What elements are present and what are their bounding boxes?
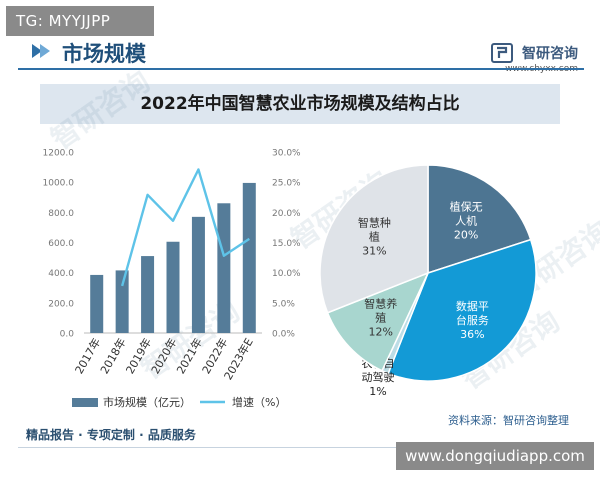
chart-title: 2022年中国智慧农业市场规模及结构占比 bbox=[40, 84, 560, 124]
bar-market-size bbox=[166, 241, 180, 333]
bar-market-size bbox=[90, 274, 104, 333]
pie-category-label: 植保无 bbox=[450, 200, 483, 214]
url-badge: www.dongqiudiapp.com bbox=[396, 442, 594, 470]
y-left-tick-label: 600.0 bbox=[48, 239, 74, 249]
pie-pct-label: 12% bbox=[369, 325, 393, 338]
watermark-text: 智研咨询 bbox=[45, 64, 156, 155]
pie-category-label: 智慧种 bbox=[358, 216, 391, 230]
y-right-tick-label: 10.0% bbox=[272, 269, 301, 279]
y-left-tick-label: 1200.0 bbox=[43, 149, 75, 159]
y-right-tick-label: 20.0% bbox=[272, 209, 301, 219]
tg-badge: TG: MYYJJPP bbox=[6, 6, 154, 36]
y-left-tick-label: 1000.0 bbox=[43, 179, 75, 189]
pie-category-label: 动驾驶 bbox=[362, 370, 395, 384]
legend-label-bar: 市场规模（亿元） bbox=[103, 395, 191, 409]
pie-slice bbox=[326, 271, 430, 372]
y-right-tick-label: 0.0% bbox=[272, 330, 295, 340]
pie-category-label: 人机 bbox=[455, 214, 477, 228]
y-left-tick-label: 0.0 bbox=[60, 330, 75, 340]
y-right-tick-label: 25.0% bbox=[272, 179, 301, 189]
pie-slice bbox=[427, 164, 532, 275]
y-right-tick-label: 30.0% bbox=[272, 149, 301, 159]
section-title: 市场规模 bbox=[62, 42, 146, 66]
pie-category-label: 殖 bbox=[375, 311, 386, 324]
header-divider bbox=[18, 68, 584, 70]
pie-slice bbox=[387, 238, 537, 382]
legend-label-line: 增速（%） bbox=[232, 395, 286, 409]
pie-category-label: 数据平 bbox=[456, 299, 489, 313]
bar-market-size bbox=[115, 270, 129, 333]
bar-market-size bbox=[141, 256, 155, 333]
footer-divider bbox=[18, 447, 584, 448]
brand-logo-icon bbox=[490, 42, 513, 63]
line-growth-rate bbox=[120, 168, 250, 287]
pie-pct-label: 1% bbox=[369, 385, 386, 398]
pie-pct-label: 31% bbox=[362, 245, 386, 258]
brand-name: 智研咨询 bbox=[522, 45, 578, 62]
pie-pct-label: 36% bbox=[460, 328, 484, 341]
y-right-tick-label: 5.0% bbox=[272, 299, 295, 309]
legend-swatch-bar bbox=[72, 398, 98, 407]
pie-category-label: 智慧养 bbox=[364, 296, 397, 310]
y-left-tick-label: 200.0 bbox=[48, 299, 74, 309]
pie-pct-label: 20% bbox=[454, 229, 478, 242]
pie-category-label: 植 bbox=[369, 230, 380, 244]
pie-category-label: 台服务 bbox=[456, 313, 489, 327]
bar-market-size bbox=[191, 216, 205, 333]
y-left-tick-label: 400.0 bbox=[48, 269, 74, 279]
bar-market-size bbox=[242, 182, 256, 333]
title-chevron-icon bbox=[32, 44, 50, 58]
source-note: 资料来源：智研咨询整理 bbox=[448, 414, 569, 427]
footer-tagline: 精品报告 · 专项定制 · 品质服务 bbox=[26, 428, 196, 442]
y-left-tick-label: 800.0 bbox=[48, 209, 74, 219]
pie-slice bbox=[319, 164, 429, 314]
y-right-tick-label: 15.0% bbox=[272, 239, 301, 249]
bar-market-size bbox=[217, 203, 231, 333]
